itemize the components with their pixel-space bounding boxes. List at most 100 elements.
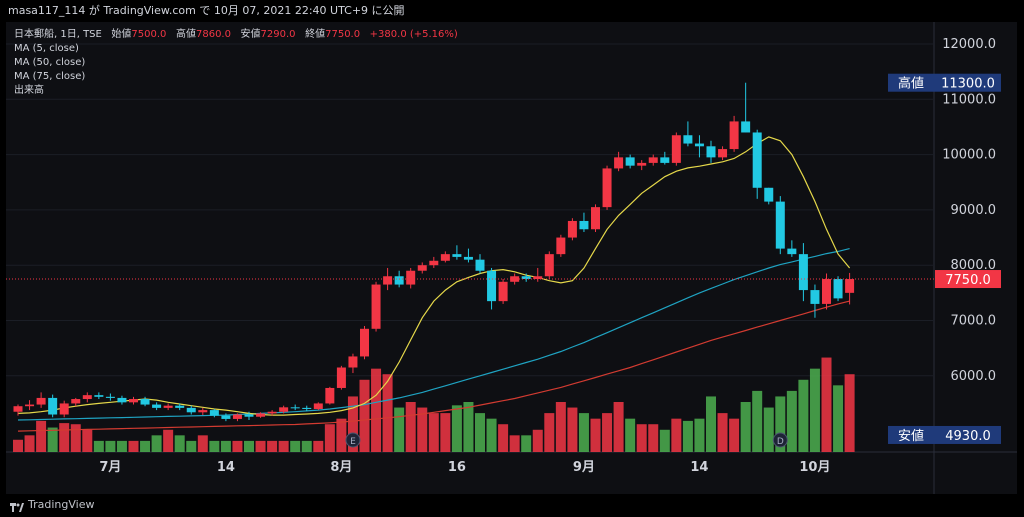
volume-bar (290, 440, 301, 452)
volume-bar (717, 413, 728, 452)
legend-ma5[interactable]: MA (5, close) (14, 43, 79, 54)
ma75-line (17, 300, 850, 432)
candle-body (752, 132, 762, 188)
legend-low-value: 7290.0 (260, 29, 296, 40)
footer: TradingView (0, 494, 1024, 517)
volume-bar (544, 413, 555, 452)
volume-bar (116, 440, 127, 452)
candle-body (140, 399, 150, 405)
event-badge-e (345, 432, 361, 448)
candle-body (729, 121, 739, 150)
candle-body (25, 404, 35, 407)
volume-bar (798, 379, 809, 452)
volume-bar (821, 357, 832, 452)
volume-bar (82, 429, 93, 452)
volume-bar (451, 405, 462, 452)
candle-body (614, 157, 624, 169)
candle-body (741, 121, 751, 133)
volume-bar (347, 396, 358, 452)
volume-bar (763, 407, 774, 452)
candle-body (625, 157, 635, 166)
tradingview-logo-text: TradingView (28, 498, 95, 511)
y-tick-label: 9000.0 (951, 203, 997, 218)
candle-body (186, 407, 196, 413)
volume-bar (567, 407, 578, 452)
marker-name-box (888, 425, 935, 444)
legend-ma50[interactable]: MA (50, close) (14, 57, 86, 68)
x-tick-label: 16 (448, 460, 466, 475)
chart-panel[interactable]: 12000.0 11000.0 10000.0 9000.0 8000.0 7000.0 6… (6, 22, 1017, 494)
volume-bar (105, 440, 116, 452)
candle-body (845, 279, 855, 293)
volume-bar (555, 402, 566, 452)
candle-body (105, 396, 115, 398)
volume-bar (59, 423, 70, 452)
current-price-label: 7750.0 (945, 273, 991, 288)
candle-body (82, 395, 92, 400)
price-chart[interactable]: 12000.0 11000.0 10000.0 9000.0 8000.0 7000.0 6… (6, 22, 1017, 494)
candle-body (360, 328, 369, 357)
volume-bar (278, 440, 289, 452)
volume-bar (602, 413, 613, 452)
volume-bar (394, 407, 405, 452)
high-marker-label: 高値 (898, 76, 924, 92)
volume-bar (613, 402, 624, 452)
tradingview-logo-icon (10, 501, 24, 512)
candle-body (256, 413, 266, 417)
volume-bar (255, 440, 266, 452)
volume-bar (729, 418, 740, 452)
legend-open-value: 7500.0 (131, 29, 167, 40)
x-tick-label: 8月 (330, 460, 352, 475)
volume-bar (244, 440, 254, 452)
volume-bar (313, 440, 324, 452)
candle-body (232, 414, 242, 419)
volume-bar (24, 435, 35, 452)
legend-ma75[interactable]: MA (75, close) (14, 71, 86, 82)
candle-body (59, 403, 69, 415)
candle-body (706, 146, 716, 158)
y-tick-label: 10000.0 (942, 148, 996, 163)
candle-body (406, 270, 416, 285)
candle-body (371, 284, 381, 329)
candle-body (429, 260, 439, 266)
y-tick-label: 6000.0 (951, 369, 997, 384)
candle-body (209, 410, 219, 416)
volume-bar (151, 435, 162, 452)
volume-bar (359, 379, 370, 452)
candle-body (175, 405, 185, 408)
candle-body (487, 270, 497, 302)
candle-body (510, 276, 520, 282)
volume-bar (336, 418, 347, 452)
volume-bar (209, 440, 220, 452)
volume-bar (648, 424, 659, 452)
x-tick-label: 9月 (573, 460, 595, 475)
high-marker-value: 11300.0 (941, 77, 995, 92)
volume-bar (740, 402, 751, 452)
candle-body (152, 404, 162, 408)
candle-body (810, 290, 820, 304)
candle-body (117, 397, 127, 403)
volume-bar (417, 407, 428, 452)
legend-close-value: 7750.0 (325, 29, 361, 40)
marker-value-box (935, 425, 1001, 444)
candle-body (648, 157, 658, 163)
x-tick-label: 7月 (99, 460, 121, 475)
candle-body (290, 407, 300, 409)
candle-body (198, 410, 208, 413)
candle-body (129, 399, 138, 403)
volume-bar (786, 390, 797, 452)
legend-open-key: 始値 (111, 29, 132, 40)
candle-body (798, 254, 808, 291)
volume-bar (659, 429, 670, 452)
volume-bar (324, 424, 335, 452)
legend-close-key: 終値 (305, 29, 326, 40)
event-badge-d (772, 432, 788, 448)
candle-body (579, 220, 589, 230)
candle-body (267, 411, 277, 414)
volume-bar (509, 435, 520, 452)
tradingview-logo[interactable]: TradingView (10, 497, 94, 513)
candle-body (348, 356, 358, 368)
legend-volume[interactable]: 出来高 (14, 85, 44, 96)
legend-high-value: 7860.0 (195, 29, 231, 40)
x-tick-label: 14 (690, 460, 708, 475)
